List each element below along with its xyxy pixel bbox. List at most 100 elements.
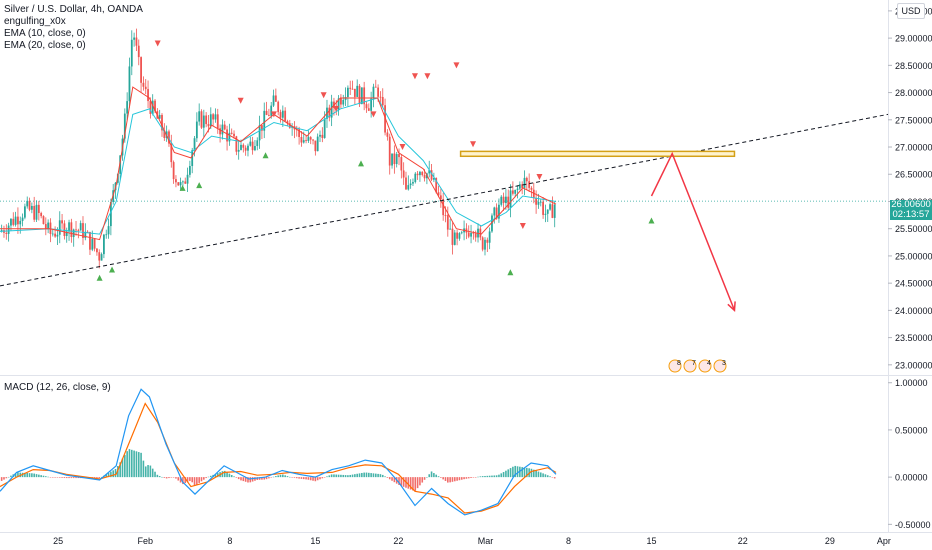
bull-candle xyxy=(419,171,421,176)
macd-histogram-bar xyxy=(498,474,500,478)
bull-candle xyxy=(319,134,321,137)
macd-histogram-bar xyxy=(33,473,35,478)
macd-histogram-bar xyxy=(121,458,124,478)
bull-candle xyxy=(7,225,10,234)
indicator-ema20[interactable]: EMA (20, close, 0) xyxy=(4,40,86,51)
bear-candle xyxy=(511,190,514,194)
macd-histogram-bar xyxy=(479,476,482,478)
bear-candle xyxy=(444,215,447,216)
macd-histogram-bar xyxy=(133,450,135,478)
bull-candle xyxy=(79,223,82,231)
macd-histogram-bar xyxy=(523,467,526,478)
indicator-macd[interactable]: MACD (12, 26, close, 9) xyxy=(4,382,111,393)
macd-histogram-bar xyxy=(516,466,519,478)
macd-histogram-bar xyxy=(488,475,491,478)
macd-histogram-bar xyxy=(305,477,307,480)
macd-histogram-bar xyxy=(170,477,173,478)
bear-candle xyxy=(312,139,314,141)
price-tick-label: 26.50000 xyxy=(895,170,932,180)
bull-candle xyxy=(109,202,112,227)
macd-histogram-bar xyxy=(435,474,437,478)
macd-histogram-bar xyxy=(391,477,393,481)
indicator-engulfing[interactable]: engulfing_x0x xyxy=(4,16,66,27)
bear-candle xyxy=(439,195,442,200)
bull-engulfing-marker xyxy=(648,217,655,224)
bear-candle xyxy=(367,108,370,111)
bull-candle xyxy=(23,206,26,218)
bear-candle xyxy=(351,88,354,90)
bull-candle xyxy=(414,173,417,183)
macd-histogram-bar xyxy=(168,477,170,479)
macd-histogram-bar xyxy=(409,477,412,490)
grid xyxy=(0,0,932,533)
macd-histogram-bar xyxy=(249,477,252,483)
bear-candle xyxy=(265,110,268,115)
macd-histogram-bar xyxy=(175,477,177,479)
bull-candle xyxy=(342,99,345,105)
macd-histogram-bar xyxy=(342,474,345,478)
bull-candle xyxy=(256,140,259,147)
macd-histogram-bar xyxy=(300,477,303,479)
macd-histogram-bar xyxy=(237,477,240,480)
indicator-ema10[interactable]: EMA (10, close, 0) xyxy=(4,28,86,39)
bear-candle xyxy=(451,228,454,245)
macd-histogram-bar xyxy=(453,477,456,482)
bear-candle xyxy=(244,147,247,151)
macd-tick-label: -0.50000 xyxy=(895,520,931,530)
bear-candle xyxy=(381,97,384,106)
bear-candle xyxy=(309,137,312,140)
bull-candle xyxy=(151,100,154,114)
bull-candle xyxy=(307,137,310,141)
bear-candle xyxy=(430,170,433,180)
projection-arrowhead xyxy=(727,301,736,312)
last-price-label: 26.00600 xyxy=(890,199,932,210)
bull-candle xyxy=(428,170,431,174)
bull-candle xyxy=(281,110,284,118)
bear-candle xyxy=(405,177,407,190)
bull-engulfing-marker xyxy=(96,274,103,281)
bear-candle xyxy=(251,141,254,151)
macd-histogram-bar xyxy=(214,473,217,478)
macd-histogram-bar xyxy=(209,475,212,478)
time-tick-label: 8 xyxy=(227,536,232,546)
macd-histogram-bar xyxy=(177,477,180,481)
macd-histogram-bar xyxy=(472,477,475,478)
macd-histogram-bar xyxy=(447,477,449,483)
macd-histogram-bar xyxy=(481,476,484,478)
bull-candle xyxy=(395,154,398,165)
currency-button[interactable]: USD xyxy=(897,3,925,19)
macd-histogram-bar xyxy=(291,477,293,478)
bear-candle xyxy=(486,239,489,243)
bull-candle xyxy=(484,239,486,250)
ema20-line xyxy=(0,97,557,235)
macd-histogram-bar xyxy=(263,477,266,480)
macd-histogram-bar xyxy=(38,474,40,478)
macd-histogram-bar xyxy=(147,465,149,478)
bull-candle xyxy=(179,182,182,186)
bear-candle xyxy=(70,222,73,238)
macd-histogram-bar xyxy=(42,475,45,478)
macd-histogram-bar xyxy=(0,477,3,481)
macd-histogram-bar xyxy=(400,477,403,486)
event-badge xyxy=(668,359,682,373)
bull-candle xyxy=(449,228,452,230)
price-tick-label: 25.50000 xyxy=(895,224,932,234)
symbol-title[interactable]: Silver / U.S. Dollar, 4h, OANDA xyxy=(4,4,143,15)
bull-candle xyxy=(258,125,261,141)
bear-candle xyxy=(242,144,245,148)
bear-engulfing-marker xyxy=(411,73,418,80)
bear-candle xyxy=(542,201,544,215)
bear-candle xyxy=(37,204,40,214)
bear-candle xyxy=(170,143,173,163)
macd-histogram-bar xyxy=(282,474,284,478)
bear-candle xyxy=(154,100,156,112)
bear-candle xyxy=(435,177,438,193)
macd-histogram-bar xyxy=(486,475,489,478)
bull-engulfing-marker xyxy=(179,184,186,191)
bear-candle xyxy=(207,124,210,127)
macd-histogram-bar xyxy=(474,477,477,478)
macd-histogram-bar xyxy=(5,477,8,479)
bull-candle xyxy=(10,218,12,226)
time-tick-label: 25 xyxy=(53,536,63,546)
